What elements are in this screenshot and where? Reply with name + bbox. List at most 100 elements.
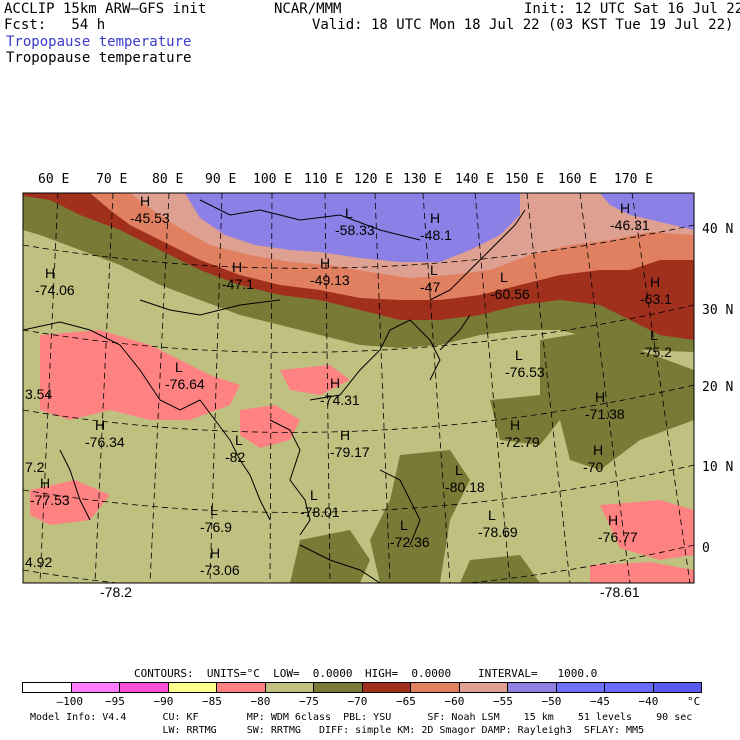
colorbar-swatch [22,682,72,693]
high-marker: H [593,442,603,458]
colorbar-swatch [167,682,217,693]
marker-value: -75.2 [640,344,672,360]
colorbar-label: −50 [541,695,562,708]
valid-time: Valid: 18 UTC Mon 18 Jul 22 (03 KST Tue … [312,17,734,33]
warm-patch [590,562,694,583]
low-marker: L [310,487,318,503]
lat-label: 40 N [702,222,734,237]
marker-value: -49.13 [310,272,350,288]
high-marker: H [330,375,340,391]
marker-value: -82 [225,449,245,465]
marker-value: -60.56 [490,286,530,302]
warm-patch [600,500,694,560]
colorbar-label: °C [687,695,701,708]
purple-area-east [600,193,694,230]
colorbar-swatch [70,682,120,693]
lon-label: 150 E [505,172,545,187]
high-marker: H [595,389,605,405]
lon-label: 60 E [38,172,70,187]
field-title-contour: Tropopause temperature [6,50,192,66]
marker-value: -78.61 [600,584,640,600]
low-marker: L [210,502,218,518]
contour-info: CONTOURS: UNITS=°C LOW= 0.0000 [134,667,353,680]
marker-value: -78.2 [100,584,132,600]
init-time: Init: 12 UTC Sat 16 Jul 22 [524,1,740,17]
marker-value: -77.53 [30,492,70,508]
colorbar-label: –100 [56,695,84,708]
low-marker: L [400,517,408,533]
high-marker: H [210,545,220,561]
marker-value: -63.1 [640,291,672,307]
colorbar-swatch [410,682,460,693]
low-marker: L [345,205,353,221]
colorbar-label: −60 [444,695,465,708]
marker-value: -47 [420,279,440,295]
high-marker: H [232,259,242,275]
marker-value: -72.36 [390,534,430,550]
high-marker: H [608,512,618,528]
model-physics-line: LW: RRTMG SW: RRTMG DIFF: simple KM: 2D … [30,725,645,736]
marker-value: -46.31 [610,217,650,233]
marker-value: -74.31 [320,392,360,408]
colorbar-swatch [652,682,702,693]
high-marker: H [95,417,105,433]
lon-label: 170 E [614,172,654,187]
high-marker: H [650,274,660,290]
marker-value: -78.01 [300,504,340,520]
field-title-shaded: Tropopause temperature [6,34,192,50]
colorbar-label: −55 [493,695,513,708]
lon-label: 100 E [253,172,293,187]
high-marker: H [510,417,520,433]
olive-patch [370,450,470,583]
marker-value: 7.2 [25,459,45,475]
olive-patch [490,395,560,445]
organization-label: NCAR/MMM [274,1,342,17]
warm-patch [40,330,240,420]
high-marker: H [40,475,50,491]
high-marker: H [340,427,350,443]
marker-value: -47.1 [222,276,254,292]
marker-value: -76.9 [200,519,232,535]
marker-value: -78.69 [478,524,518,540]
lat-label: 20 N [702,380,734,395]
colorbar-label: −70 [347,695,368,708]
colorbar-swatch [216,682,266,693]
marker-value: -79.17 [330,444,370,460]
high-marker: H [620,200,630,216]
low-marker: L [515,347,523,363]
olive-patch [540,330,694,470]
map-frame [22,192,695,584]
warm-patch [280,365,350,395]
contour-interval: INTERVAL= 1000.0 [478,667,598,680]
low-marker: L [430,262,438,278]
low-marker: L [455,462,463,478]
colorbar-swatch [507,682,557,693]
lon-label: 140 E [455,172,495,187]
lon-label: 70 E [96,172,128,187]
marker-value: -74.06 [35,282,75,298]
lon-label: 80 E [152,172,184,187]
colorbar-swatch [604,682,654,693]
marker-value: 3.54 [25,386,52,402]
marker-value: -45.53 [130,210,170,226]
marker-value: -48.1 [420,227,452,243]
colorbar-swatch [264,682,314,693]
marker-layer: H-45.53 L-58.33H-48.1H-46.31H-74.06H-47.1… [25,193,672,600]
marker-value: -73.06 [200,562,240,578]
forecast-hour: Fcst: 54 h [4,17,106,33]
colorbar-label: −75 [299,695,319,708]
marker-value: 4.92 [25,554,52,570]
colorbar-swatch [119,682,169,693]
colorbar-swatch [458,682,508,693]
colorbar-label: −45 [590,695,610,708]
marker-value: -76.34 [85,434,125,450]
lon-label: 160 E [558,172,598,187]
contour-high: HIGH= 0.0000 [365,667,452,680]
lat-label: 0 [702,541,710,556]
olive-patch [460,555,540,583]
high-marker: H [45,265,55,281]
marker-value: -72.79 [500,434,540,450]
lat-label: 10 N [702,460,734,475]
colorbar-swatch [361,682,411,693]
lon-label: 120 E [354,172,394,187]
